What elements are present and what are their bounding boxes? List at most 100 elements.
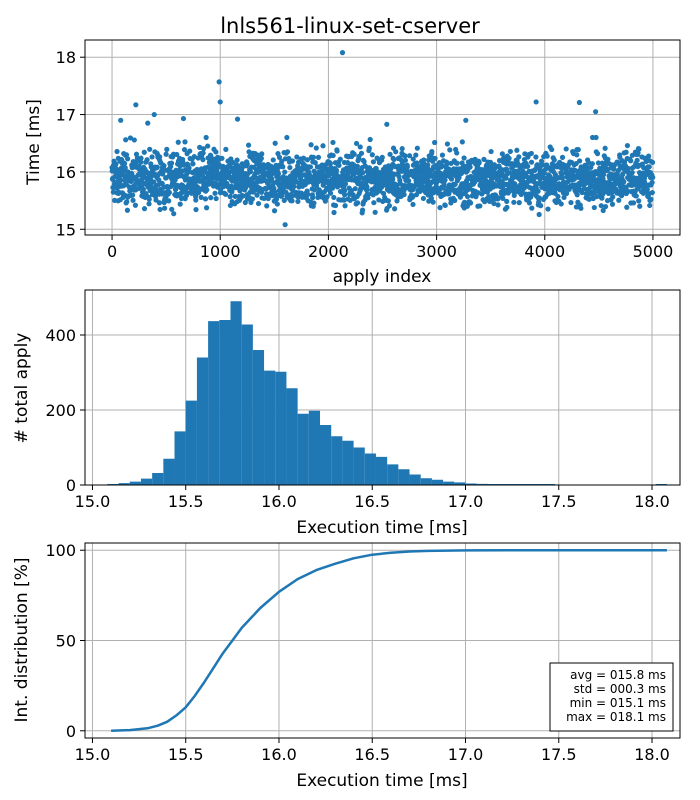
scatter-point	[193, 197, 199, 203]
scatter-ticks: 0 1000 2000 3000 4000 5000 15 16 17 18	[56, 48, 674, 261]
histogram-bar	[342, 440, 354, 485]
scatter-point	[452, 197, 458, 203]
histogram-ylabel: # total apply	[12, 333, 32, 444]
scatter-point	[240, 193, 246, 199]
histogram-bar	[308, 410, 321, 485]
scatter-point	[392, 206, 398, 212]
scatter-point	[598, 203, 604, 209]
scatter-point	[352, 186, 358, 192]
scatter-point	[393, 149, 399, 155]
scatter-point	[347, 197, 353, 203]
scatter-point	[538, 202, 544, 209]
histogram-bar	[241, 324, 253, 485]
scatter-frame	[84, 39, 681, 236]
scatter-point	[610, 194, 616, 200]
scatter-point	[621, 179, 627, 185]
y-tick-label: 18	[56, 48, 76, 67]
scatter-point	[333, 167, 340, 173]
scatter-point	[558, 201, 564, 207]
scatter-point	[633, 193, 639, 199]
scatter-point	[281, 197, 287, 204]
scatter-point	[175, 139, 181, 145]
histogram-bar	[364, 453, 376, 485]
scatter-point	[529, 205, 535, 211]
scatter-point	[467, 164, 473, 170]
scatter-point	[359, 207, 366, 213]
scatter-point	[291, 183, 297, 190]
scatter-point	[355, 200, 361, 206]
scatter-point	[599, 195, 605, 201]
x-tick-label: 15.0	[75, 745, 111, 764]
scatter-point	[294, 154, 300, 160]
scatter-point	[609, 201, 616, 207]
cdf-line	[111, 548, 667, 733]
scatter-point	[511, 199, 517, 205]
scatter-point	[507, 148, 513, 155]
histogram-bar	[208, 321, 220, 485]
scatter-point	[327, 161, 333, 167]
scatter-point	[313, 145, 319, 151]
scatter-point	[399, 146, 405, 152]
y-tick-label: 0	[66, 722, 76, 741]
scatter-point	[227, 202, 233, 209]
scatter-point	[432, 139, 438, 146]
scatter-point	[620, 171, 626, 177]
histogram-frame	[84, 289, 681, 486]
scatter-point	[113, 161, 119, 167]
scatter-point	[330, 139, 336, 146]
scatter-point	[414, 160, 420, 166]
scatter-point	[162, 205, 168, 211]
scatter-point	[247, 169, 254, 175]
scatter-point	[372, 209, 378, 215]
y-tick-label: 400	[45, 326, 76, 345]
scatter-point	[332, 202, 339, 209]
scatter-point	[540, 162, 546, 168]
scatter-point	[574, 152, 580, 158]
scatter-point	[428, 195, 434, 201]
scatter-point	[602, 203, 609, 210]
y-tick-label: 16	[56, 163, 76, 182]
scatter-point	[138, 159, 144, 165]
scatter-point	[496, 157, 503, 164]
scatter-point	[503, 166, 510, 172]
scatter-point	[605, 156, 611, 162]
scatter-point	[541, 170, 547, 176]
scatter-point	[467, 200, 474, 206]
scatter-point	[536, 195, 542, 201]
scatter-point	[391, 156, 397, 163]
scatter-point	[331, 209, 337, 216]
scatter-point	[280, 164, 286, 170]
scatter-point	[594, 151, 601, 157]
scatter-point	[198, 194, 204, 200]
scatter-point	[342, 187, 348, 194]
scatter-point	[138, 155, 144, 161]
scatter-point	[637, 203, 643, 209]
scatter-point	[525, 163, 531, 169]
x-tick-label: 15.0	[75, 492, 111, 511]
scatter-point	[226, 169, 233, 175]
scatter-point	[611, 166, 617, 172]
scatter-point	[439, 152, 446, 158]
scatter-point	[124, 207, 131, 213]
histogram-bar	[129, 481, 141, 485]
scatter-point	[420, 195, 426, 202]
chart-title: lnls561-linux-set-cserver	[220, 14, 480, 38]
scatter-point	[223, 191, 229, 197]
scatter-point	[264, 203, 270, 209]
x-tick-label: 2000	[308, 242, 349, 261]
scatter-point	[358, 150, 365, 156]
scatter-point	[282, 169, 288, 175]
scatter-point	[409, 194, 416, 200]
scatter-point	[379, 154, 385, 160]
scatter-point	[629, 170, 635, 176]
histogram-bar	[454, 482, 466, 485]
scatter-point	[516, 154, 522, 160]
scatter-point	[630, 200, 637, 206]
scatter-point	[154, 164, 160, 170]
x-tick-label: 5000	[633, 242, 674, 261]
scatter-point	[563, 146, 569, 152]
scatter-point	[604, 167, 610, 174]
x-tick-label: 15.5	[168, 492, 204, 511]
scatter-point	[464, 203, 470, 209]
scatter-point	[544, 153, 550, 159]
